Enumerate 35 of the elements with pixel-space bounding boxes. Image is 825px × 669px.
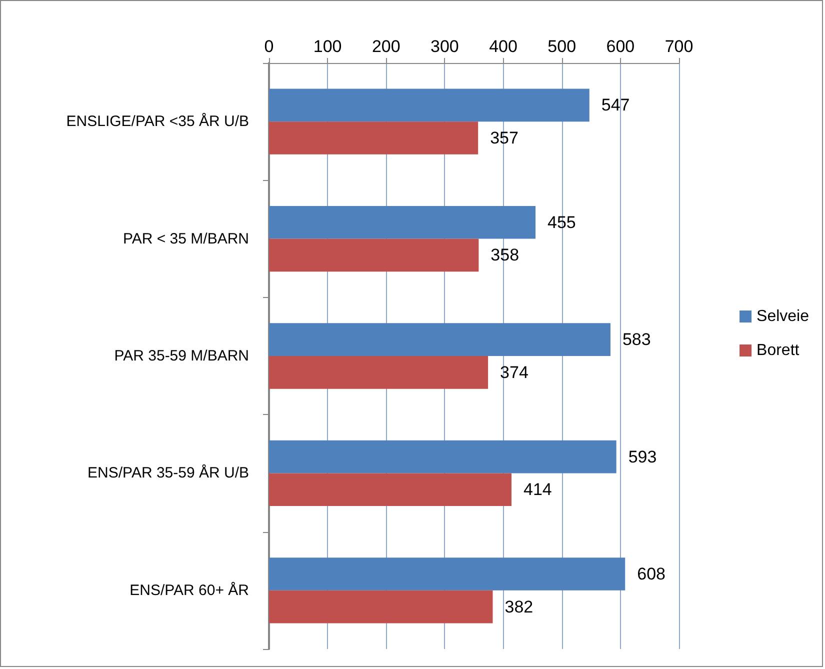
data-label: 547: [601, 96, 630, 115]
x-tick-label: 200: [372, 37, 400, 56]
bar: [269, 558, 626, 590]
bar: [269, 323, 610, 356]
data-label: 583: [622, 330, 651, 350]
bar: [269, 238, 479, 272]
data-label: 358: [490, 246, 520, 265]
x-tick-label: 400: [489, 37, 518, 56]
legend-label: Borett: [756, 342, 800, 359]
data-label: 593: [628, 447, 657, 466]
data-label: 382: [504, 597, 534, 616]
y-tick-label: ENSLIGE/PAR <35 ÅR U/B: [66, 112, 249, 130]
data-label: 455: [548, 212, 576, 232]
x-tick-label: 600: [606, 37, 635, 56]
y-tick-label: ENS/PAR 60+ ÅR: [130, 580, 250, 599]
y-tick-label: PAR 35-59 M/BARN: [114, 348, 249, 364]
bar: [269, 206, 536, 239]
data-label: 357: [490, 128, 518, 148]
x-tick-label: 700: [664, 37, 694, 56]
y-tick-label: PAR < 35 M/BARN: [122, 230, 249, 248]
bar: [269, 473, 512, 506]
x-tick-label: 100: [313, 37, 342, 56]
bar: [269, 356, 488, 389]
bar: [269, 88, 590, 122]
x-tick-label: 0: [264, 37, 274, 56]
y-tick-label: ENS/PAR 35-59 ÅR U/B: [88, 464, 249, 482]
x-tick-label: 500: [548, 37, 576, 56]
legend-label: Selveie: [756, 308, 810, 325]
data-label: 374: [500, 362, 528, 382]
bar: [269, 122, 478, 154]
bar: [269, 590, 493, 624]
data-label: 608: [637, 564, 666, 584]
x-tick-label: 300: [430, 37, 459, 56]
bar: [269, 440, 616, 474]
data-label: 414: [523, 480, 552, 500]
